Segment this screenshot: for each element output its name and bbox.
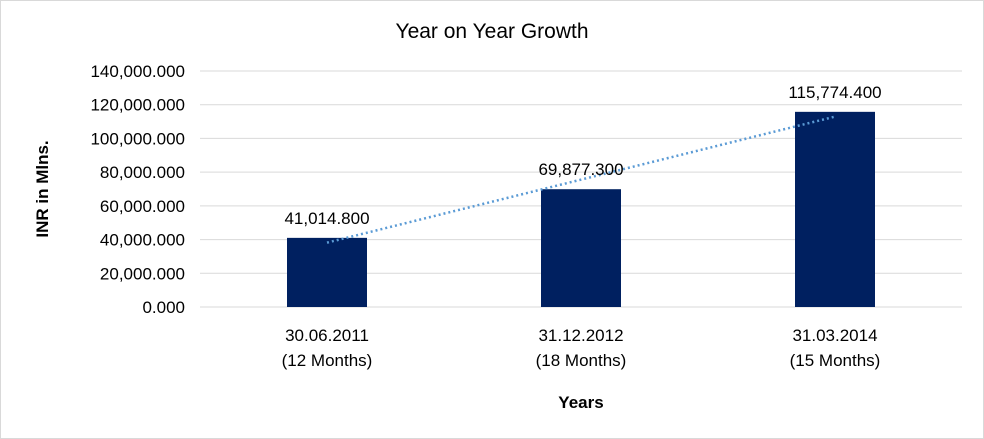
y-tick-label: 40,000.000 bbox=[100, 231, 185, 250]
trendline-line bbox=[326, 115, 836, 244]
data-label: 69,877.300 bbox=[538, 160, 623, 179]
x-tick-label: 30.06.2011 (12 Months) bbox=[282, 326, 373, 370]
x-tick-label: 31.03.2014 (15 Months) bbox=[790, 326, 881, 370]
x-tick-labels: 30.06.2011 (12 Months) 31.12.2012 (18 Month… bbox=[282, 326, 881, 370]
data-label: 41,014.800 bbox=[284, 209, 369, 228]
x-axis-title: Years bbox=[558, 393, 603, 412]
x-tick-label: 31.12.2012 (18 Months) bbox=[536, 326, 627, 370]
chart-title: Year on Year Growth bbox=[395, 20, 588, 43]
y-tick-label: 0.000 bbox=[142, 298, 185, 317]
y-tick-label: 80,000.000 bbox=[100, 163, 185, 182]
y-tick-label: 100,000.000 bbox=[90, 129, 185, 148]
y-tick-label: 20,000.000 bbox=[100, 264, 185, 283]
bar bbox=[541, 189, 621, 307]
y-tick-labels: 0.000 20,000.000 40,000.000 60,000.000 80,00… bbox=[90, 62, 185, 317]
y-tick-label: 120,000.000 bbox=[90, 96, 185, 115]
bars bbox=[287, 111, 875, 308]
data-labels: 41,014.800 69,877.300 115,774.400 bbox=[284, 83, 881, 228]
data-label: 115,774.400 bbox=[788, 83, 881, 102]
y-tick-label: 60,000.000 bbox=[100, 197, 185, 216]
trendline bbox=[326, 115, 836, 244]
y-axis-title: INR in Mlns. bbox=[33, 140, 52, 237]
bar bbox=[287, 237, 367, 307]
y-tick-label: 140,000.000 bbox=[90, 62, 185, 81]
bar bbox=[795, 111, 875, 308]
